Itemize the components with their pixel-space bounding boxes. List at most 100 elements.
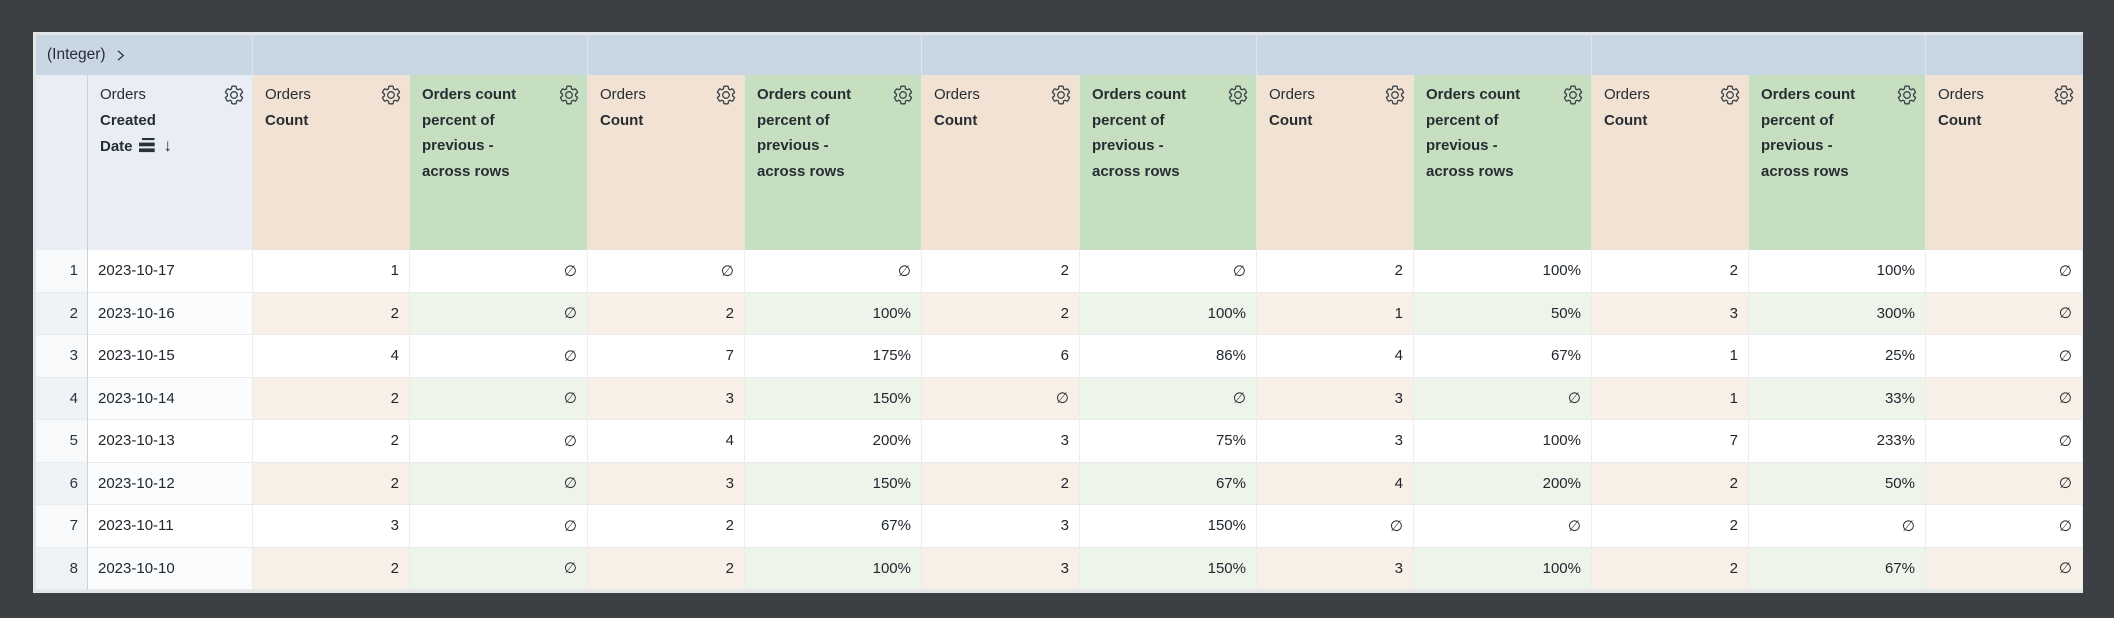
percent-value-cell[interactable]: ∅ xyxy=(1080,377,1257,420)
count-value-cell[interactable]: 3 xyxy=(922,505,1080,548)
count-value-cell[interactable]: ∅ xyxy=(1926,462,2083,505)
count-value-cell[interactable]: 2 xyxy=(588,547,745,590)
count-value-cell[interactable]: ∅ xyxy=(1926,250,2083,293)
gear-icon[interactable] xyxy=(1719,84,1741,106)
table-calc-header-percent-of-previous[interactable]: Orders count percent of previous - acros… xyxy=(745,75,922,250)
count-value-cell[interactable]: ∅ xyxy=(1257,505,1414,548)
percent-value-cell[interactable]: 200% xyxy=(1414,462,1592,505)
count-value-cell[interactable]: 2 xyxy=(1592,505,1749,548)
count-value-cell[interactable]: 4 xyxy=(1257,335,1414,378)
percent-value-cell[interactable]: 100% xyxy=(1749,250,1926,293)
count-value-cell[interactable]: 3 xyxy=(922,420,1080,463)
count-value-cell[interactable]: 4 xyxy=(1257,462,1414,505)
percent-value-cell[interactable]: ∅ xyxy=(1749,505,1926,548)
percent-value-cell[interactable]: 150% xyxy=(745,377,922,420)
count-value-cell[interactable]: 3 xyxy=(1257,420,1414,463)
percent-value-cell[interactable]: ∅ xyxy=(410,335,588,378)
count-value-cell[interactable]: 3 xyxy=(1592,292,1749,335)
count-value-cell[interactable]: 7 xyxy=(1592,420,1749,463)
date-cell[interactable]: 2023-10-13 xyxy=(88,420,253,463)
count-value-cell[interactable]: 2 xyxy=(922,250,1080,293)
date-cell[interactable]: 2023-10-10 xyxy=(88,547,253,590)
percent-value-cell[interactable]: 25% xyxy=(1749,335,1926,378)
gear-icon[interactable] xyxy=(1896,84,1918,106)
count-value-cell[interactable]: 2 xyxy=(253,462,410,505)
count-value-cell[interactable]: 2 xyxy=(1592,250,1749,293)
pivot-collapse-toggle[interactable]: (Integer) xyxy=(36,35,253,75)
count-value-cell[interactable]: ∅ xyxy=(922,377,1080,420)
measure-header-orders-count[interactable]: Orders Count xyxy=(1592,75,1749,250)
date-cell[interactable]: 2023-10-14 xyxy=(88,377,253,420)
dimension-header-orders-created-date[interactable]: Orders Created Date ↓ xyxy=(88,75,253,250)
count-value-cell[interactable]: 2 xyxy=(922,292,1080,335)
percent-value-cell[interactable]: 100% xyxy=(1414,547,1592,590)
percent-value-cell[interactable]: ∅ xyxy=(745,250,922,293)
percent-value-cell[interactable]: 67% xyxy=(1414,335,1592,378)
percent-value-cell[interactable]: 100% xyxy=(745,292,922,335)
measure-header-orders-count[interactable]: Orders Count xyxy=(588,75,745,250)
percent-value-cell[interactable]: 150% xyxy=(1080,547,1257,590)
percent-value-cell[interactable]: 300% xyxy=(1749,292,1926,335)
percent-value-cell[interactable]: 75% xyxy=(1080,420,1257,463)
measure-header-orders-count[interactable]: Orders Count xyxy=(1926,75,2083,250)
percent-value-cell[interactable]: ∅ xyxy=(410,377,588,420)
count-value-cell[interactable]: ∅ xyxy=(1926,335,2083,378)
count-value-cell[interactable]: 3 xyxy=(1257,377,1414,420)
date-cell[interactable]: 2023-10-17 xyxy=(88,250,253,293)
count-value-cell[interactable]: ∅ xyxy=(1926,420,2083,463)
table-calc-header-percent-of-previous[interactable]: Orders count percent of previous - acros… xyxy=(1414,75,1592,250)
count-value-cell[interactable]: 2 xyxy=(1592,547,1749,590)
percent-value-cell[interactable]: 150% xyxy=(1080,505,1257,548)
percent-value-cell[interactable]: 100% xyxy=(745,547,922,590)
percent-value-cell[interactable]: 33% xyxy=(1749,377,1926,420)
count-value-cell[interactable]: 2 xyxy=(588,292,745,335)
count-value-cell[interactable]: 2 xyxy=(1592,462,1749,505)
count-value-cell[interactable]: 7 xyxy=(588,335,745,378)
percent-value-cell[interactable]: 50% xyxy=(1414,292,1592,335)
date-cell[interactable]: 2023-10-12 xyxy=(88,462,253,505)
count-value-cell[interactable]: 2 xyxy=(588,505,745,548)
count-value-cell[interactable]: 1 xyxy=(1257,292,1414,335)
count-value-cell[interactable]: ∅ xyxy=(588,250,745,293)
gear-icon[interactable] xyxy=(2053,84,2075,106)
percent-value-cell[interactable]: 50% xyxy=(1749,462,1926,505)
count-value-cell[interactable]: 4 xyxy=(588,420,745,463)
percent-value-cell[interactable]: 233% xyxy=(1749,420,1926,463)
percent-value-cell[interactable]: ∅ xyxy=(1414,505,1592,548)
percent-value-cell[interactable]: ∅ xyxy=(410,250,588,293)
percent-value-cell[interactable]: 100% xyxy=(1414,420,1592,463)
measure-header-orders-count[interactable]: Orders Count xyxy=(253,75,410,250)
percent-value-cell[interactable]: 100% xyxy=(1414,250,1592,293)
count-value-cell[interactable]: ∅ xyxy=(1926,547,2083,590)
count-value-cell[interactable]: ∅ xyxy=(1926,292,2083,335)
count-value-cell[interactable]: 1 xyxy=(1592,377,1749,420)
date-cell[interactable]: 2023-10-11 xyxy=(88,505,253,548)
count-value-cell[interactable]: ∅ xyxy=(1926,505,2083,548)
percent-value-cell[interactable]: ∅ xyxy=(410,292,588,335)
count-value-cell[interactable]: 3 xyxy=(588,377,745,420)
count-value-cell[interactable]: 1 xyxy=(253,250,410,293)
count-value-cell[interactable]: 2 xyxy=(253,292,410,335)
percent-value-cell[interactable]: ∅ xyxy=(410,420,588,463)
percent-value-cell[interactable]: 86% xyxy=(1080,335,1257,378)
count-value-cell[interactable]: 3 xyxy=(253,505,410,548)
percent-value-cell[interactable]: ∅ xyxy=(1414,377,1592,420)
count-value-cell[interactable]: 3 xyxy=(922,547,1080,590)
count-value-cell[interactable]: 2 xyxy=(1257,250,1414,293)
gear-icon[interactable] xyxy=(1562,84,1584,106)
count-value-cell[interactable]: 4 xyxy=(253,335,410,378)
count-value-cell[interactable]: 1 xyxy=(1592,335,1749,378)
gear-icon[interactable] xyxy=(558,84,580,106)
gear-icon[interactable] xyxy=(715,84,737,106)
date-cell[interactable]: 2023-10-16 xyxy=(88,292,253,335)
percent-value-cell[interactable]: 100% xyxy=(1080,292,1257,335)
percent-value-cell[interactable]: 175% xyxy=(745,335,922,378)
percent-value-cell[interactable]: 150% xyxy=(745,462,922,505)
count-value-cell[interactable]: 2 xyxy=(253,420,410,463)
table-calc-header-percent-of-previous[interactable]: Orders count percent of previous - acros… xyxy=(1080,75,1257,250)
gear-icon[interactable] xyxy=(1384,84,1406,106)
count-value-cell[interactable]: 6 xyxy=(922,335,1080,378)
measure-header-orders-count[interactable]: Orders Count xyxy=(1257,75,1414,250)
gear-icon[interactable] xyxy=(1050,84,1072,106)
gear-icon[interactable] xyxy=(1227,84,1249,106)
